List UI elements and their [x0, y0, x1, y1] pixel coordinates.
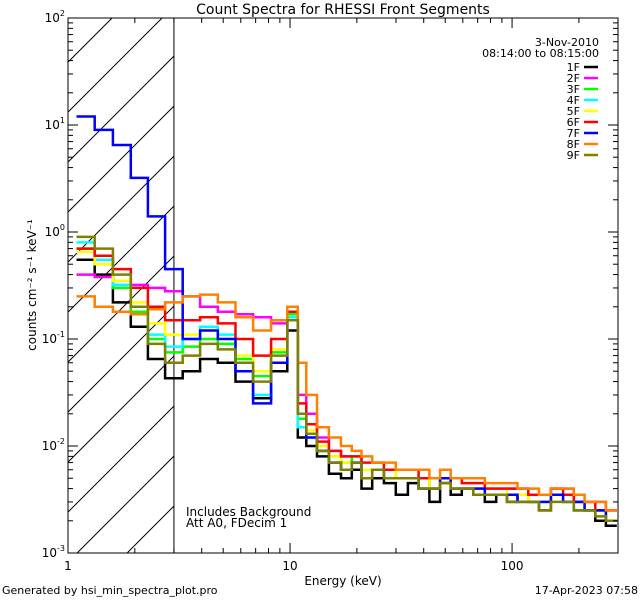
series-line-3F — [76, 247, 617, 523]
y-tick-label: 10-3 — [42, 544, 65, 560]
series-line-6F — [76, 247, 617, 512]
annotation-attenuator: Att A0, FDecim 1 — [186, 516, 287, 530]
y-tick-label: 102 — [45, 9, 65, 25]
legend-label: 7F — [567, 127, 580, 140]
legend-label: 9F — [567, 149, 580, 162]
y-axis: 10-3 10-2 10-1 100 101 102 — [42, 9, 618, 560]
date-label: 3-Nov-2010 — [535, 36, 599, 49]
legend-label: 5F — [567, 105, 580, 118]
x-axis-label: Energy (keV) — [304, 574, 381, 588]
legend-label: 6F — [567, 116, 580, 129]
series-line-5F — [76, 250, 617, 523]
series-line-7F — [76, 115, 617, 523]
footer-timestamp: 17-Apr-2023 07:58 — [534, 584, 638, 597]
series-group — [76, 115, 617, 527]
hatched-background-region — [67, 17, 175, 554]
x-tick-label: 10 — [282, 559, 297, 573]
x-axis: 1 10 100 — [64, 18, 619, 573]
annotation-background: Includes Background — [186, 505, 311, 519]
series-line-8F — [76, 293, 617, 512]
series-line-9F — [76, 235, 617, 523]
time-range-label: 08:14:00 to 08:15:00 — [482, 47, 599, 60]
legend-label: 4F — [567, 94, 580, 107]
y-tick-label: 10-1 — [42, 330, 65, 346]
x-tick-label: 1 — [64, 559, 72, 573]
y-tick-label: 10-2 — [42, 437, 65, 453]
series-line-1F — [76, 258, 617, 527]
legend-label: 2F — [567, 72, 580, 85]
x-tick-label: 100 — [501, 559, 524, 573]
y-tick-label: 100 — [45, 223, 65, 239]
legend-label: 8F — [567, 138, 580, 151]
hatch-lines — [67, 17, 175, 554]
y-axis-label: counts cm⁻² s⁻¹ keV⁻¹ — [25, 219, 39, 351]
y-tick-label: 101 — [45, 116, 65, 132]
legend-label: 3F — [567, 83, 580, 96]
plot-frame — [67, 17, 619, 554]
chart-title: Count Spectra for RHESSI Front Segments — [196, 2, 490, 18]
footer-generated-by: Generated by hsi_min_spectra_plot.pro — [2, 584, 218, 597]
legend-label: 1F — [567, 61, 580, 74]
